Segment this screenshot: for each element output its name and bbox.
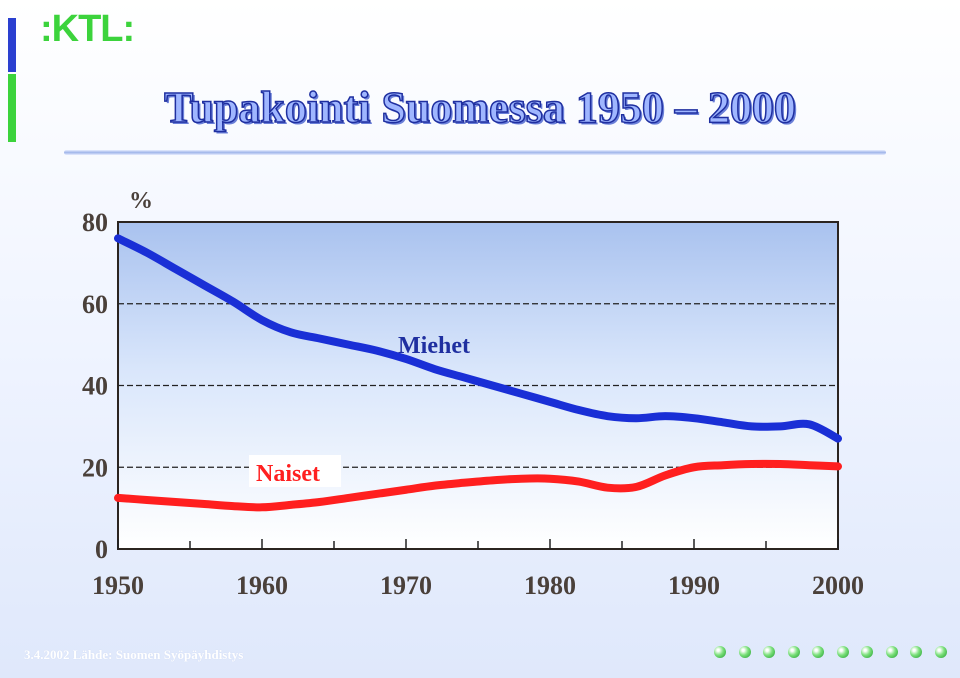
series-label-naiset-bg xyxy=(249,455,341,487)
series-label-miehet: Miehet xyxy=(398,333,470,359)
y-tick-label: 20 xyxy=(82,453,108,482)
page-title: Tupakointi Suomessa 1950 – 2000 xyxy=(163,82,796,133)
x-tick-label: 1990 xyxy=(668,571,720,600)
y-tick-label: 40 xyxy=(82,372,108,401)
nav-dot xyxy=(934,646,947,658)
ktl-logo: :KTL: xyxy=(40,8,135,50)
nav-dots xyxy=(714,646,947,658)
y-axis-label: % xyxy=(129,188,153,214)
accent-bar-green xyxy=(8,74,16,142)
nav-dot xyxy=(812,646,824,658)
nav-dot xyxy=(861,646,873,658)
nav-dot xyxy=(836,646,849,658)
series-line-naiset xyxy=(114,459,842,512)
series-line-miehet xyxy=(114,234,842,443)
nav-dot xyxy=(885,646,898,658)
nav-dot xyxy=(787,646,800,658)
nav-dot xyxy=(910,646,922,658)
nav-dot xyxy=(714,646,726,658)
footer-source: 3.4.2002 Lähde: Suomen Syöpäyhdistys xyxy=(24,647,244,662)
x-tick-label: 1980 xyxy=(524,571,576,600)
x-tick-label: 1970 xyxy=(380,571,432,600)
x-tick-label: 2000 xyxy=(812,571,864,600)
series-label-naiset: Naiset xyxy=(256,461,320,487)
x-tick-label: 1960 xyxy=(236,571,288,600)
y-tick-label: 60 xyxy=(82,290,108,319)
nav-dot xyxy=(738,646,751,658)
title-divider xyxy=(64,150,886,155)
y-tick-label: 80 xyxy=(82,208,108,237)
nav-dot xyxy=(763,646,775,658)
x-tick-label: 1950 xyxy=(92,571,144,600)
accent-bar-blue xyxy=(8,18,16,72)
y-tick-label: 0 xyxy=(95,535,108,564)
